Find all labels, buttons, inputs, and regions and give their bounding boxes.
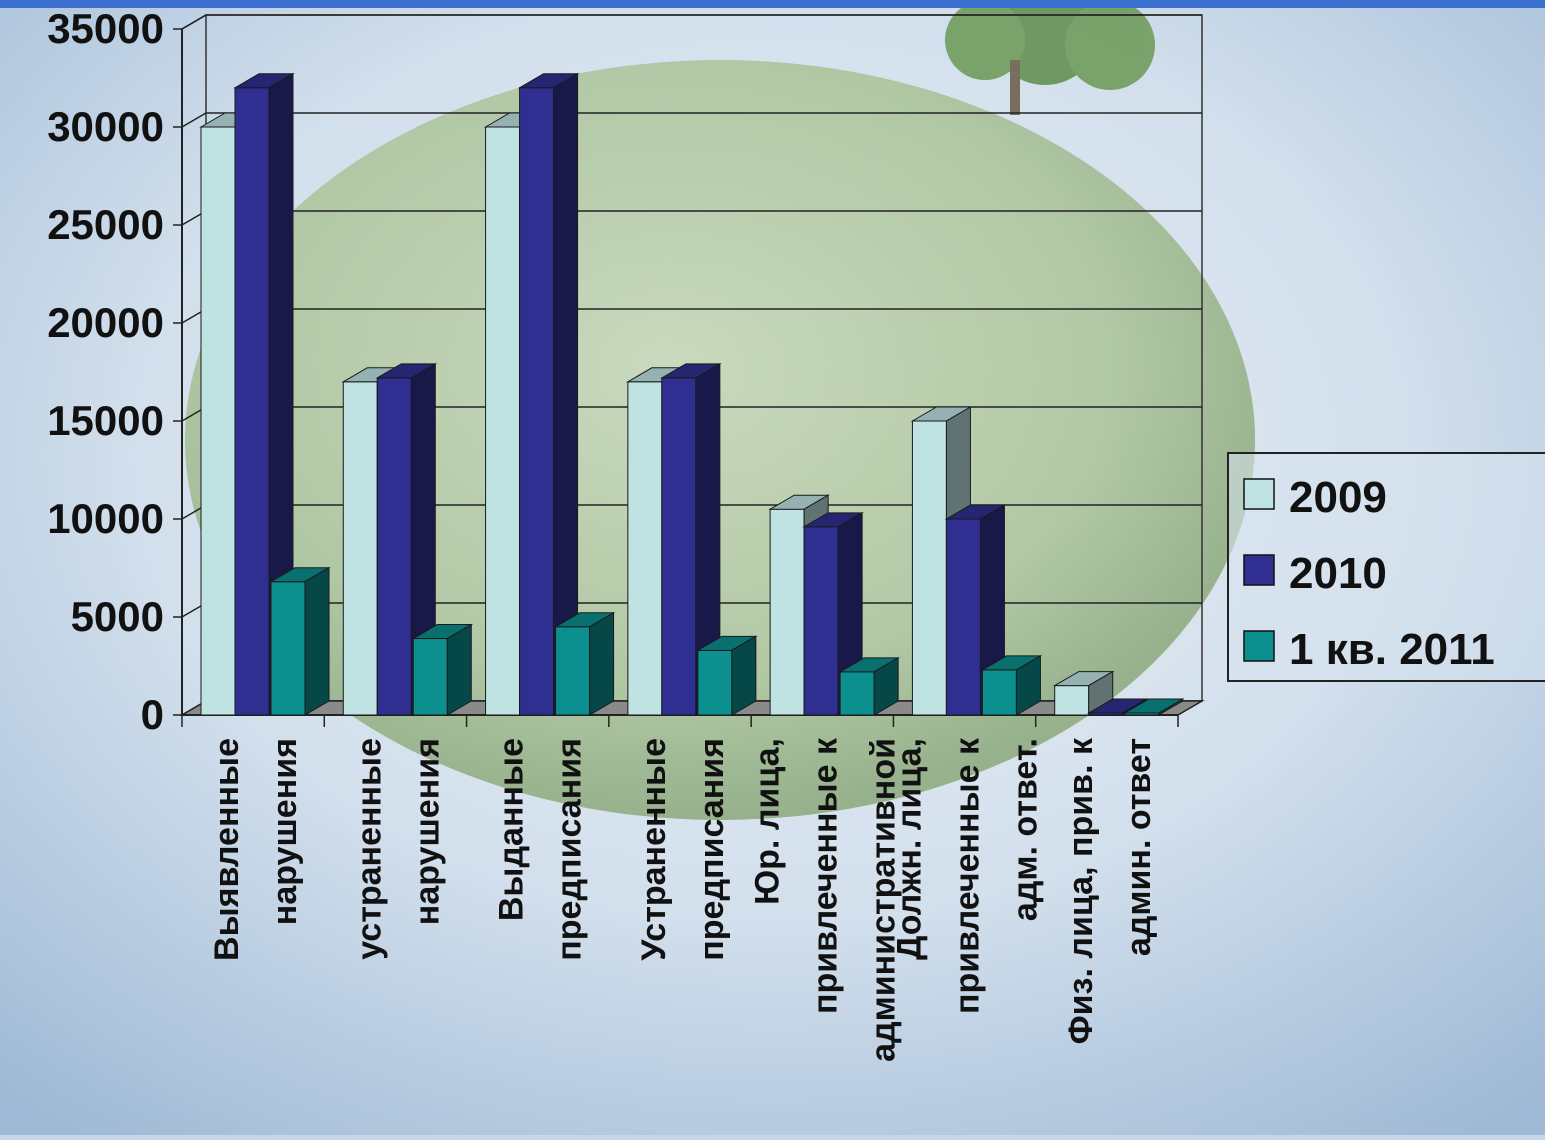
bar-front xyxy=(627,381,663,716)
bar xyxy=(1052,670,1115,716)
bar-side xyxy=(446,623,472,716)
bar-front xyxy=(697,649,733,716)
y-tick-label: 35000 xyxy=(47,5,164,52)
bar-front xyxy=(555,626,591,716)
legend: 2009 2010 1 кв. 2011 xyxy=(1227,452,1545,682)
bar-side xyxy=(1015,655,1041,716)
bar-front xyxy=(839,671,875,716)
bar-front xyxy=(769,508,805,716)
bar-front xyxy=(981,669,1017,716)
bar-side xyxy=(589,611,615,716)
bar-side xyxy=(873,657,899,716)
bar xyxy=(980,655,1043,716)
tree-silhouette xyxy=(945,0,1155,115)
bar-front xyxy=(945,518,981,716)
x-category-label: предписания xyxy=(693,738,731,961)
x-category-label: Юр. лица, xyxy=(748,738,786,905)
y-tick-label: 5000 xyxy=(71,593,164,640)
bar-front xyxy=(342,381,378,716)
gridline xyxy=(181,112,1202,128)
y-tick-label: 10000 xyxy=(47,495,164,542)
legend-label: 2009 xyxy=(1289,473,1387,522)
x-category-label: предписания xyxy=(551,738,589,961)
bar xyxy=(944,504,1007,716)
bar xyxy=(375,363,438,716)
x-category-label: Физ. лица, прив. к xyxy=(1062,737,1100,1044)
x-category-label: устраненные xyxy=(350,738,388,960)
y-tick-label: 20000 xyxy=(47,299,164,346)
bar-side xyxy=(1158,698,1184,716)
y-tick-label: 25000 xyxy=(47,201,164,248)
top-strip xyxy=(0,0,1545,8)
bar-front xyxy=(911,420,947,716)
legend-swatch xyxy=(1243,630,1275,662)
x-category-label: административной xyxy=(864,738,902,1062)
gridline xyxy=(181,14,1202,30)
bar-front xyxy=(519,87,555,716)
legend-swatch xyxy=(1243,554,1275,586)
bar-side xyxy=(304,566,330,716)
x-category-label: Устраненные xyxy=(635,738,673,961)
plot-area: 0 5000 10000 15000 20000 25000 30000 35000 Выявл… xyxy=(47,5,1205,1062)
bar xyxy=(1122,698,1185,716)
legend-swatch xyxy=(1243,478,1275,510)
legend-box xyxy=(1227,452,1545,682)
bar xyxy=(838,657,900,716)
bar-front xyxy=(661,377,697,716)
legend-label: 2010 xyxy=(1289,549,1387,598)
x-category-label: нарушения xyxy=(266,738,304,925)
x-category-label: Выданные xyxy=(493,738,531,921)
x-category-label: нарушения xyxy=(408,738,446,925)
bar-front xyxy=(270,581,306,716)
y-tick-label: 15000 xyxy=(47,397,164,444)
x-category-label: Должн. лица, xyxy=(891,738,929,960)
bar-front xyxy=(1054,685,1090,716)
bar-front xyxy=(234,87,270,716)
bar xyxy=(269,566,331,716)
bar-front xyxy=(485,126,521,716)
bar-front xyxy=(376,377,412,716)
bar-side xyxy=(731,635,757,716)
bar-front xyxy=(803,526,839,716)
y-tick-label: 30000 xyxy=(47,103,164,150)
bar xyxy=(517,72,580,716)
bar xyxy=(233,72,295,716)
x-category-label: привлеченные к xyxy=(806,737,844,1014)
x-category-label: Выявленные xyxy=(208,738,246,961)
y-tick-label: 0 xyxy=(141,691,164,738)
x-category-label: привлеченные к xyxy=(949,737,987,1014)
bar xyxy=(660,363,722,716)
bar xyxy=(696,635,758,716)
bar xyxy=(411,623,474,716)
legend-label: 1 кв. 2011 xyxy=(1289,625,1495,674)
bar-front xyxy=(200,126,236,716)
bar xyxy=(553,611,616,716)
x-category-label: адм. ответ. xyxy=(1007,738,1045,921)
bar-front xyxy=(412,638,448,716)
x-category-label: админ. ответ xyxy=(1120,738,1158,956)
